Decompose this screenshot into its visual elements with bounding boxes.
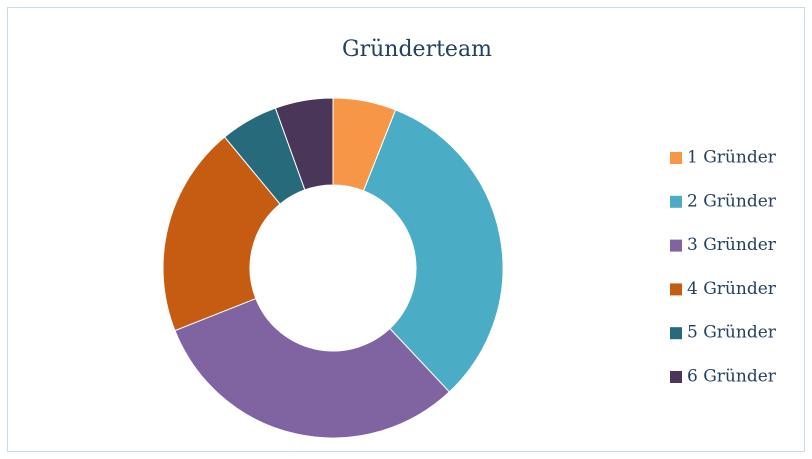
legend-label: 6 Gründer xyxy=(687,367,777,387)
legend-swatch xyxy=(670,239,682,252)
legend-label: 2 Gründer xyxy=(687,191,777,211)
donut-slice xyxy=(362,109,504,393)
legend-label: 1 Gründer xyxy=(687,148,777,168)
legend-label: 5 Gründer xyxy=(687,323,777,343)
legend-swatch xyxy=(670,195,682,208)
chart-title: Gründerteam xyxy=(342,37,492,62)
legend-swatch xyxy=(670,283,682,296)
donut-slice xyxy=(274,97,334,191)
donut-slice xyxy=(162,136,281,332)
legend-swatch xyxy=(670,152,682,164)
legend-label: 4 Gründer xyxy=(687,279,777,299)
legend-swatch xyxy=(670,371,682,383)
legend-swatch xyxy=(670,327,682,340)
legend-label: 3 Gründer xyxy=(687,235,777,255)
donut-slice xyxy=(174,297,451,439)
